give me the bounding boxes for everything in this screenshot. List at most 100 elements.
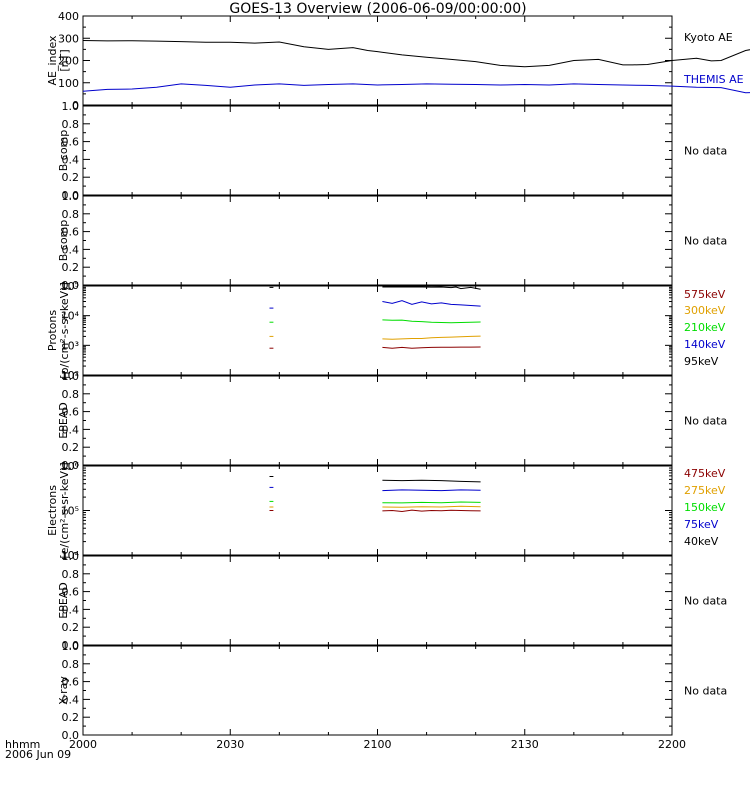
y-tick-label: 100 bbox=[58, 77, 79, 90]
panels: 0 100 200 300 400 AE_index [nT] Kyoto AE THEMIS … bbox=[46, 10, 750, 751]
y-tick-label: 0.0 bbox=[62, 459, 80, 472]
panel-frame bbox=[82, 645, 673, 736]
legend-210keV: 210keV bbox=[684, 321, 726, 334]
x-tick-label: 2100 bbox=[364, 738, 392, 751]
panel-epead_1: 0.0 0.2 0.4 0.6 0.8 1.0 EPEAD No data bbox=[57, 370, 727, 472]
y-tick-label: 1.0 bbox=[62, 370, 80, 383]
y-tick-label: 0.0 bbox=[62, 639, 80, 652]
legend-140keV: 140keV bbox=[684, 338, 726, 351]
y-tick-label: 0.4 bbox=[62, 603, 80, 616]
y-tick-label: 10³ bbox=[61, 339, 79, 352]
no-data-label: No data bbox=[684, 685, 727, 698]
y-axis-label: B comp bbox=[57, 220, 70, 262]
y-tick-label: 0.2 bbox=[62, 261, 80, 274]
panel-frame bbox=[82, 105, 673, 196]
no-data-label: No data bbox=[684, 235, 727, 248]
y-tick-label: 10⁵ bbox=[61, 280, 79, 293]
y-tick-label: 0.2 bbox=[62, 441, 80, 454]
y-tick-label: 1.0 bbox=[62, 640, 80, 653]
legend-themis-ae: THEMIS AE bbox=[683, 73, 744, 86]
x-unit-label: hhmm bbox=[5, 738, 40, 751]
x-tick-label: 2130 bbox=[511, 738, 539, 751]
y-tick-label: 0.0 bbox=[62, 279, 80, 292]
y-axis-label: EPEAD bbox=[57, 582, 70, 619]
y-tick-label: 10⁵ bbox=[61, 505, 79, 518]
electrons-flux-line bbox=[382, 489, 481, 492]
panel-b_comp_1: 0.0 0.2 0.4 0.6 0.8 1.0 B comp No data bbox=[57, 100, 727, 202]
y-tick-label: 200 bbox=[58, 55, 79, 68]
y-tick-label: 0 bbox=[72, 99, 79, 112]
y-tick-label: 0.8 bbox=[62, 658, 80, 671]
electrons-flux-line bbox=[382, 479, 481, 483]
y-tick-label: 0.4 bbox=[62, 243, 80, 256]
panel-frame bbox=[82, 555, 673, 646]
panel-ae_index: 0 100 200 300 400 AE_index [nT] Kyoto AE THEMIS … bbox=[46, 10, 750, 112]
y-tick-label: 1.0 bbox=[62, 550, 80, 563]
y-tick-label: 0.6 bbox=[62, 406, 80, 419]
y-tick-label: 10⁴ bbox=[61, 549, 80, 562]
protons-flux-line bbox=[382, 319, 481, 324]
kyoto-ae-line bbox=[82, 40, 750, 68]
panel-b_comp_2: 0.0 0.2 0.4 0.6 0.8 1.0 B comp No data bbox=[57, 190, 727, 292]
y-tick-label: 0.8 bbox=[62, 208, 80, 221]
panel-frame bbox=[82, 465, 673, 556]
x-tick-label: 2030 bbox=[216, 738, 244, 751]
y-tick-label: 0.0 bbox=[62, 729, 80, 742]
y-tick-label: 0.6 bbox=[62, 586, 80, 599]
date-label: 2006 Jun 09 bbox=[5, 748, 71, 761]
no-data-label: No data bbox=[684, 415, 727, 428]
y-axis-unit: [nT] bbox=[58, 49, 71, 71]
y-tick-label: 1.0 bbox=[62, 100, 80, 113]
y-axis-label: EPEAD bbox=[57, 402, 70, 439]
y-axis-label: X-ray bbox=[57, 676, 70, 705]
panel-protons: 10² 10³ 10⁴ 10⁵ Protons [p/(cm²-s-sr-keV)] 575… bbox=[46, 280, 726, 382]
legend-40keV: 40keV bbox=[684, 535, 719, 548]
y-tick-label: 10⁶ bbox=[61, 460, 80, 473]
electrons-flux-line bbox=[382, 509, 481, 513]
y-axis-label: B comp bbox=[57, 130, 70, 172]
y-tick-label: 0.4 bbox=[62, 153, 80, 166]
electrons-flux-line bbox=[382, 501, 481, 504]
y-axis-unit: [p/(cm²-s-sr-keV)] bbox=[58, 282, 71, 379]
themis-ae-line bbox=[82, 83, 750, 94]
y-tick-label: 0.4 bbox=[62, 423, 80, 436]
panel-xray: 0.0 0.2 0.4 0.6 0.8 1.0 X-ray No data 2000 2030 21… bbox=[57, 640, 727, 751]
x-tick-label: 2000 bbox=[69, 738, 97, 751]
figure-title: GOES-13 Overview (2006-06-09/00:00:00) bbox=[229, 1, 526, 17]
no-data-label: No data bbox=[684, 145, 727, 158]
y-tick-label: 10² bbox=[61, 369, 79, 382]
y-tick-label: 0.6 bbox=[62, 136, 80, 149]
y-tick-label: 10⁴ bbox=[61, 310, 80, 323]
legend-75keV: 75keV bbox=[684, 518, 719, 531]
y-tick-label: 300 bbox=[58, 32, 79, 45]
protons-flux-line bbox=[382, 300, 481, 307]
panel-frame bbox=[82, 375, 673, 466]
y-tick-label: 0.6 bbox=[62, 676, 80, 689]
legend-95keV: 95keV bbox=[684, 355, 719, 368]
x-tick-label: 2200 bbox=[658, 738, 686, 751]
y-tick-label: 0.4 bbox=[62, 693, 80, 706]
panel-frame bbox=[82, 285, 673, 376]
y-tick-label: 0.8 bbox=[62, 118, 80, 131]
y-tick-label: 0.2 bbox=[62, 621, 80, 634]
legend-150keV: 150keV bbox=[684, 501, 726, 514]
y-axis-label: Electrons bbox=[46, 485, 59, 536]
y-tick-label: 1.0 bbox=[62, 190, 80, 203]
legend-575keV: 575keV bbox=[684, 288, 726, 301]
y-axis-label: Protons bbox=[46, 310, 59, 351]
y-axis-unit: [e/(cm²-s-sr-keV)] bbox=[58, 462, 71, 558]
protons-flux-line bbox=[382, 335, 481, 340]
no-data-label: No data bbox=[684, 595, 727, 608]
y-tick-label: 0.2 bbox=[62, 711, 80, 724]
y-tick-label: 0.8 bbox=[62, 568, 80, 581]
y-tick-label: 0.8 bbox=[62, 388, 80, 401]
protons-flux-line bbox=[382, 286, 481, 290]
legend-kyoto-ae: Kyoto AE bbox=[684, 31, 733, 44]
electrons-flux-line bbox=[382, 505, 481, 508]
y-tick-label: 400 bbox=[58, 10, 79, 23]
y-tick-label: 0.0 bbox=[62, 189, 80, 202]
legend-275keV: 275keV bbox=[684, 484, 726, 497]
panel-frame bbox=[82, 195, 673, 286]
